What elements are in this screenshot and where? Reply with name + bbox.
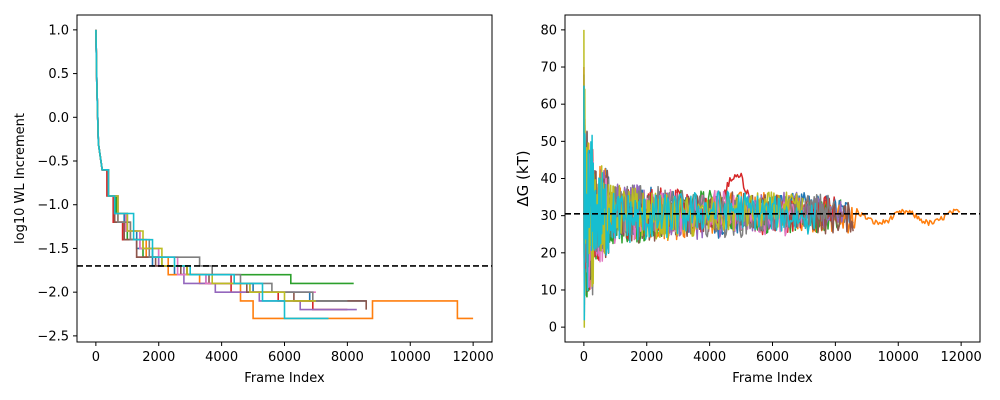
dg-series-line-10 — [583, 85, 817, 321]
dg-y-ticks: 0 10 20 30 40 50 60 70 80 — [540, 23, 565, 336]
dg-x-axis-label: Frame Index — [732, 371, 813, 386]
y-tick-label: 0 — [549, 321, 557, 336]
x-tick-label: 8000 — [819, 350, 852, 365]
y-tick-label: 0.5 — [48, 67, 69, 82]
x-tick-label: 12000 — [452, 350, 493, 365]
wl-y-ticks: −2.5 −2.0 −1.5 −1.0 −0.5 0.0 0.5 1.0 — [37, 23, 77, 344]
wl-x-axis-label: Frame Index — [244, 371, 325, 386]
dg-series-group — [583, 29, 961, 328]
y-tick-label: 80 — [540, 23, 557, 38]
y-tick-label: 1.0 — [48, 23, 69, 38]
wl-x-ticks: 0 2000 4000 6000 8000 10000 12000 — [92, 342, 494, 365]
y-tick-label: −2.5 — [37, 329, 69, 344]
y-tick-label: 30 — [540, 209, 557, 224]
delta-g-panel: 0 2000 4000 6000 8000 10000 12000 0 10 20 30 40 50 6… — [514, 14, 982, 386]
y-tick-label: 60 — [540, 98, 557, 113]
x-tick-label: 8000 — [331, 350, 364, 365]
wl-series-group — [95, 29, 474, 320]
x-tick-label: 10000 — [390, 350, 431, 365]
y-tick-label: −1.0 — [37, 198, 69, 213]
x-tick-label: 12000 — [940, 350, 981, 365]
x-tick-label: 4000 — [693, 350, 726, 365]
x-tick-label: 6000 — [756, 350, 789, 365]
x-tick-label: 10000 — [878, 350, 919, 365]
wl-increment-panel: 0 2000 4000 6000 8000 10000 12000 −2.5 −2.0 −1.5… — [13, 14, 494, 386]
wl-y-axis-label: log10 WL Increment — [13, 113, 28, 244]
x-tick-label: 0 — [580, 350, 588, 365]
x-tick-label: 2000 — [142, 350, 175, 365]
dg-x-ticks: 0 2000 4000 6000 8000 10000 12000 — [580, 342, 982, 365]
y-tick-label: −0.5 — [37, 155, 69, 170]
y-tick-label: −2.0 — [37, 286, 69, 301]
x-tick-label: 4000 — [205, 350, 238, 365]
y-tick-label: 20 — [540, 246, 557, 261]
dg-y-axis-label: ΔG (kT) — [514, 150, 532, 206]
y-tick-label: 10 — [540, 283, 557, 298]
y-tick-label: 50 — [540, 135, 557, 150]
y-tick-label: −1.5 — [37, 242, 69, 257]
y-tick-label: 40 — [540, 172, 557, 187]
y-tick-label: 0.0 — [48, 111, 69, 126]
x-tick-label: 2000 — [630, 350, 663, 365]
x-tick-label: 0 — [92, 350, 100, 365]
x-tick-label: 6000 — [268, 350, 301, 365]
wl-series-line-10 — [95, 29, 329, 320]
y-tick-label: 70 — [540, 61, 557, 76]
